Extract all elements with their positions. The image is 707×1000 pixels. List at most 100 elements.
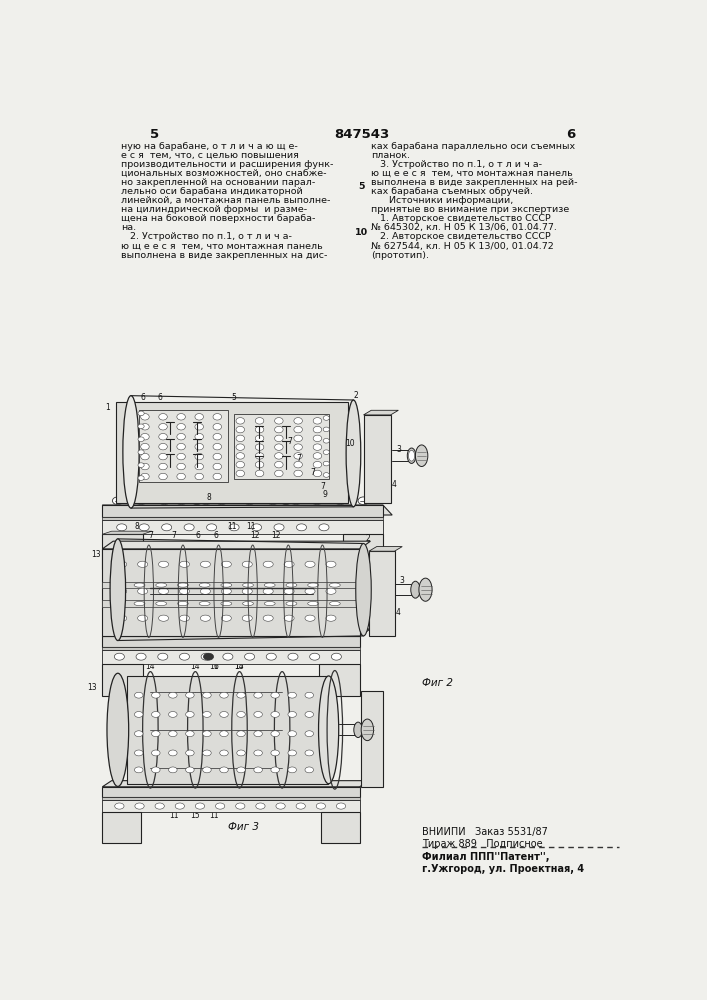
Ellipse shape bbox=[195, 433, 204, 440]
Text: 7: 7 bbox=[310, 468, 315, 477]
Ellipse shape bbox=[203, 712, 211, 717]
Ellipse shape bbox=[134, 601, 145, 606]
Text: 847543: 847543 bbox=[334, 128, 390, 141]
Ellipse shape bbox=[203, 767, 211, 773]
Text: ВНИИПИ   Заказ 5531/87: ВНИИПИ Заказ 5531/87 bbox=[421, 827, 547, 837]
Ellipse shape bbox=[243, 615, 252, 621]
Ellipse shape bbox=[326, 588, 336, 594]
Ellipse shape bbox=[138, 476, 144, 480]
Polygon shape bbox=[127, 676, 328, 784]
Ellipse shape bbox=[237, 731, 245, 737]
Ellipse shape bbox=[294, 461, 303, 468]
Ellipse shape bbox=[220, 692, 228, 698]
Text: 7: 7 bbox=[280, 729, 284, 738]
Text: 15: 15 bbox=[190, 811, 200, 820]
Ellipse shape bbox=[134, 767, 143, 773]
Text: 14: 14 bbox=[235, 662, 245, 671]
Ellipse shape bbox=[271, 750, 279, 756]
Ellipse shape bbox=[184, 524, 194, 531]
Ellipse shape bbox=[288, 712, 296, 717]
Ellipse shape bbox=[329, 583, 340, 587]
Ellipse shape bbox=[255, 444, 264, 450]
Ellipse shape bbox=[323, 427, 329, 432]
Text: 7: 7 bbox=[148, 531, 153, 540]
Text: 8: 8 bbox=[136, 662, 141, 671]
Ellipse shape bbox=[264, 601, 275, 606]
Text: щена на боковой поверхности бараба-: щена на боковой поверхности бараба- bbox=[121, 214, 315, 223]
Ellipse shape bbox=[141, 473, 149, 480]
Ellipse shape bbox=[310, 653, 320, 660]
Ellipse shape bbox=[141, 443, 149, 450]
Text: 2: 2 bbox=[365, 534, 370, 543]
Ellipse shape bbox=[255, 453, 264, 459]
Ellipse shape bbox=[151, 731, 160, 737]
Ellipse shape bbox=[313, 426, 322, 433]
Ellipse shape bbox=[332, 653, 341, 660]
Ellipse shape bbox=[264, 583, 275, 587]
Ellipse shape bbox=[313, 470, 322, 477]
Ellipse shape bbox=[151, 767, 160, 773]
Text: выполнена в виде закрепленных на дис-: выполнена в виде закрепленных на дис- bbox=[121, 251, 327, 260]
Polygon shape bbox=[234, 414, 329, 479]
Polygon shape bbox=[103, 664, 143, 696]
Ellipse shape bbox=[141, 433, 149, 440]
Polygon shape bbox=[103, 520, 383, 534]
Ellipse shape bbox=[263, 588, 273, 594]
Text: 13: 13 bbox=[91, 550, 101, 559]
Ellipse shape bbox=[274, 524, 284, 531]
Ellipse shape bbox=[168, 692, 177, 698]
Polygon shape bbox=[369, 551, 395, 636]
Ellipse shape bbox=[313, 435, 322, 442]
Ellipse shape bbox=[274, 426, 283, 433]
Polygon shape bbox=[103, 781, 369, 787]
Text: линейкой, а монтажная панель выполне-: линейкой, а монтажная панель выполне- bbox=[121, 196, 330, 205]
Ellipse shape bbox=[177, 463, 185, 470]
Text: Фиг 3: Фиг 3 bbox=[228, 822, 259, 832]
Text: 2: 2 bbox=[330, 665, 335, 674]
Ellipse shape bbox=[288, 750, 296, 756]
Text: производительности и расширения функ-: производительности и расширения функ- bbox=[121, 160, 333, 169]
Ellipse shape bbox=[274, 418, 283, 424]
Ellipse shape bbox=[323, 438, 329, 443]
Text: Фиг 2: Фиг 2 bbox=[421, 678, 452, 688]
Ellipse shape bbox=[254, 767, 262, 773]
Text: 9: 9 bbox=[202, 760, 207, 769]
Ellipse shape bbox=[361, 719, 373, 741]
Text: 7: 7 bbox=[288, 437, 292, 446]
Text: 14: 14 bbox=[146, 662, 156, 671]
Text: 10: 10 bbox=[355, 228, 368, 237]
Ellipse shape bbox=[236, 461, 245, 468]
Ellipse shape bbox=[156, 583, 167, 587]
Ellipse shape bbox=[180, 588, 189, 594]
Text: ю щ е е с я  тем, что монтажная панель: ю щ е е с я тем, что монтажная панель bbox=[371, 169, 573, 178]
Ellipse shape bbox=[177, 473, 185, 480]
Ellipse shape bbox=[138, 463, 144, 467]
Ellipse shape bbox=[221, 588, 231, 594]
Ellipse shape bbox=[138, 588, 148, 594]
Ellipse shape bbox=[213, 453, 221, 460]
Polygon shape bbox=[103, 531, 152, 534]
Ellipse shape bbox=[274, 461, 283, 468]
Text: 11: 11 bbox=[169, 811, 178, 820]
Ellipse shape bbox=[204, 653, 214, 660]
Text: 2. Авторское свидетельство СССР: 2. Авторское свидетельство СССР bbox=[371, 232, 551, 241]
Text: 6: 6 bbox=[214, 531, 218, 540]
Ellipse shape bbox=[186, 692, 194, 698]
Ellipse shape bbox=[134, 712, 143, 717]
Ellipse shape bbox=[138, 424, 144, 429]
Text: 2. Устройство по п.1, о т л и ч а-: 2. Устройство по п.1, о т л и ч а- bbox=[121, 232, 292, 241]
Ellipse shape bbox=[195, 803, 204, 809]
Ellipse shape bbox=[407, 448, 416, 463]
Ellipse shape bbox=[274, 444, 283, 450]
Text: на цилиндрической формы  и разме-: на цилиндрической формы и разме- bbox=[121, 205, 307, 214]
Polygon shape bbox=[321, 812, 360, 843]
Text: 9: 9 bbox=[317, 619, 322, 628]
Text: 11: 11 bbox=[209, 662, 218, 671]
Text: 8: 8 bbox=[206, 493, 211, 502]
Text: 1: 1 bbox=[107, 831, 112, 840]
Text: 7: 7 bbox=[320, 482, 325, 491]
Text: (прототип).: (прототип). bbox=[371, 251, 429, 260]
Ellipse shape bbox=[284, 615, 294, 621]
Ellipse shape bbox=[134, 750, 143, 756]
Ellipse shape bbox=[237, 712, 245, 717]
